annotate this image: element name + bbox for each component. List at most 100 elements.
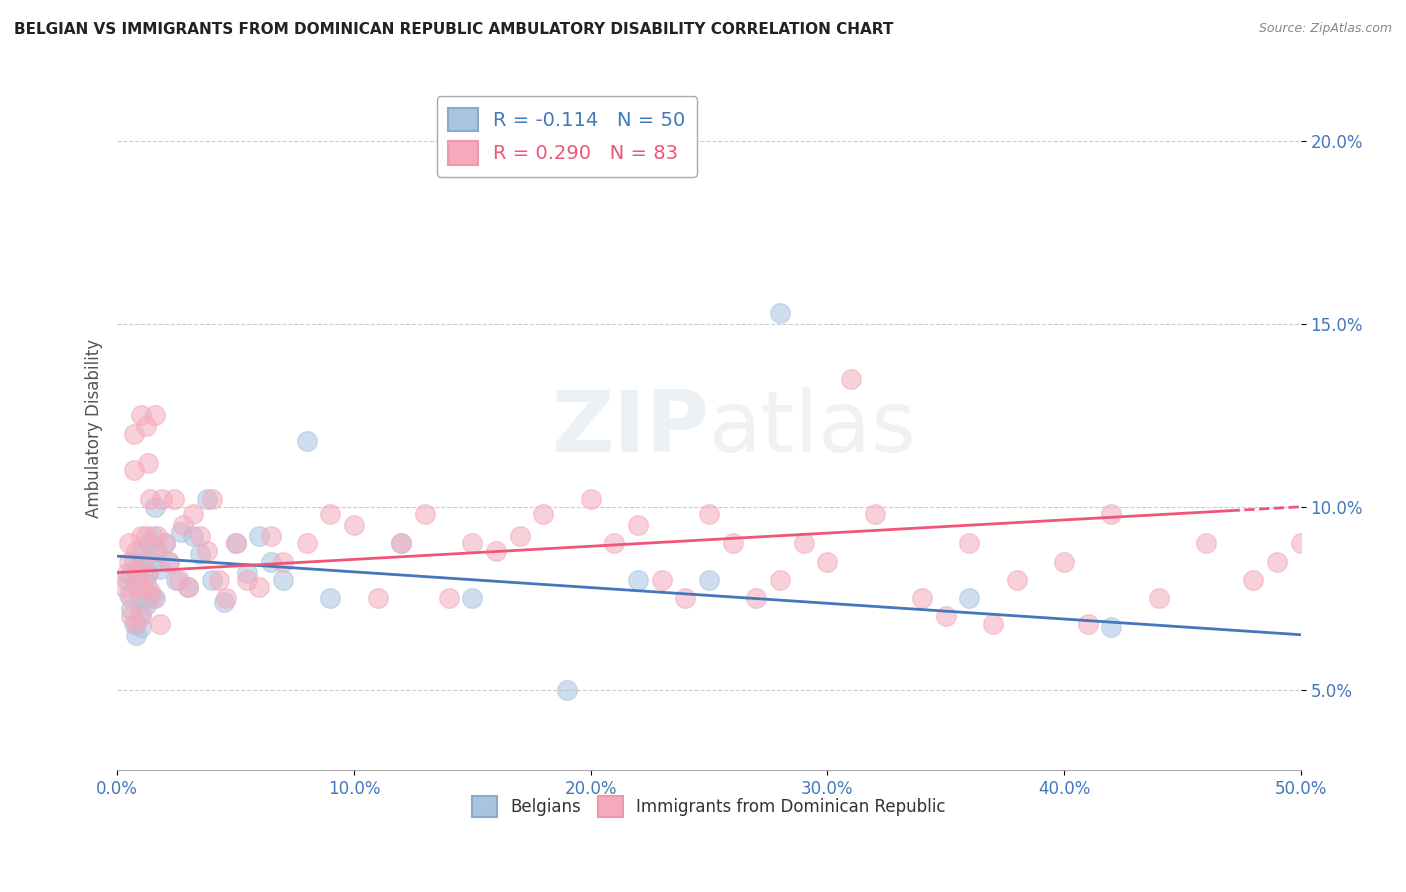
Point — [125, 628, 148, 642]
Point — [153, 536, 176, 550]
Point — [863, 507, 886, 521]
Point — [673, 591, 696, 606]
Point — [236, 573, 259, 587]
Point — [201, 573, 224, 587]
Point — [157, 555, 180, 569]
Point — [150, 492, 173, 507]
Point — [389, 536, 412, 550]
Point — [367, 591, 389, 606]
Point — [555, 682, 578, 697]
Point — [157, 555, 180, 569]
Point — [149, 616, 172, 631]
Point — [437, 591, 460, 606]
Point — [135, 529, 157, 543]
Point — [195, 543, 218, 558]
Point — [129, 620, 152, 634]
Point — [135, 419, 157, 434]
Point — [143, 543, 166, 558]
Point — [1005, 573, 1028, 587]
Point — [136, 536, 159, 550]
Point — [120, 609, 142, 624]
Point — [129, 591, 152, 606]
Point — [911, 591, 934, 606]
Point — [531, 507, 554, 521]
Point — [129, 609, 152, 624]
Point — [120, 566, 142, 580]
Point — [697, 507, 720, 521]
Point — [128, 580, 150, 594]
Point — [128, 566, 150, 580]
Point — [769, 573, 792, 587]
Point — [128, 562, 150, 576]
Point — [485, 543, 508, 558]
Point — [603, 536, 626, 550]
Point — [215, 591, 238, 606]
Point — [509, 529, 531, 543]
Point — [1147, 591, 1170, 606]
Point — [721, 536, 744, 550]
Point — [122, 555, 145, 569]
Point — [118, 588, 141, 602]
Point — [135, 599, 157, 613]
Point — [115, 566, 138, 580]
Point — [139, 583, 162, 598]
Point — [153, 536, 176, 550]
Point — [167, 573, 190, 587]
Point — [129, 529, 152, 543]
Point — [170, 525, 193, 540]
Point — [793, 536, 815, 550]
Point — [177, 580, 200, 594]
Point — [115, 573, 138, 587]
Point — [129, 606, 152, 620]
Point — [579, 492, 602, 507]
Point — [1265, 555, 1288, 569]
Point — [627, 573, 650, 587]
Point — [120, 591, 142, 606]
Point — [165, 573, 187, 587]
Point — [260, 555, 283, 569]
Y-axis label: Ambulatory Disability: Ambulatory Disability — [86, 339, 103, 517]
Point — [1289, 536, 1312, 550]
Point — [201, 492, 224, 507]
Point — [142, 591, 165, 606]
Point — [125, 543, 148, 558]
Point — [136, 456, 159, 470]
Point — [188, 529, 211, 543]
Point — [697, 573, 720, 587]
Point — [319, 507, 342, 521]
Point — [129, 543, 152, 558]
Point — [1077, 616, 1099, 631]
Point — [271, 573, 294, 587]
Point — [181, 507, 204, 521]
Point — [212, 595, 235, 609]
Point — [122, 463, 145, 477]
Point — [1099, 507, 1122, 521]
Point — [177, 580, 200, 594]
Point — [1195, 536, 1218, 550]
Point — [957, 536, 980, 550]
Point — [136, 566, 159, 580]
Legend: Belgians, Immigrants from Dominican Republic: Belgians, Immigrants from Dominican Repu… — [465, 789, 952, 823]
Point — [461, 591, 484, 606]
Point — [260, 529, 283, 543]
Point — [132, 555, 155, 569]
Point — [112, 580, 135, 594]
Point — [208, 573, 231, 587]
Point — [120, 602, 142, 616]
Point — [139, 588, 162, 602]
Point — [627, 518, 650, 533]
Point — [163, 492, 186, 507]
Point — [981, 616, 1004, 631]
Point — [319, 591, 342, 606]
Point — [413, 507, 436, 521]
Point — [745, 591, 768, 606]
Point — [143, 409, 166, 423]
Point — [389, 536, 412, 550]
Point — [135, 576, 157, 591]
Point — [815, 555, 838, 569]
Point — [118, 555, 141, 569]
Point — [935, 609, 957, 624]
Point — [1099, 620, 1122, 634]
Text: BELGIAN VS IMMIGRANTS FROM DOMINICAN REPUBLIC AMBULATORY DISABILITY CORRELATION : BELGIAN VS IMMIGRANTS FROM DOMINICAN REP… — [14, 22, 893, 37]
Point — [343, 518, 366, 533]
